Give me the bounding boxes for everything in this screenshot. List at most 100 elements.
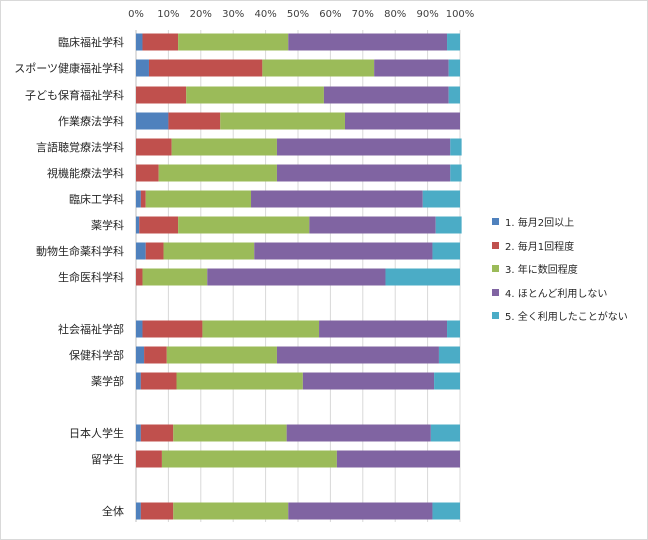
bar-segment	[136, 346, 145, 364]
x-tick-label: 40%	[254, 9, 276, 20]
category-label: 言語聴覚療法学科	[36, 140, 124, 154]
bar-segment	[158, 164, 277, 182]
bar-segment	[435, 216, 462, 234]
bar-segment	[251, 190, 423, 208]
legend-swatch	[492, 265, 499, 272]
bar-segment	[323, 86, 449, 104]
bar-segment	[136, 86, 187, 104]
bar-segment	[136, 502, 141, 520]
x-tick-label: 60%	[319, 9, 341, 20]
bars	[136, 33, 462, 520]
category-label: 薬学部	[91, 374, 124, 388]
bar-segment	[166, 346, 277, 364]
legend-label: 5. 全く利用したことがない	[505, 312, 628, 323]
bar-segment	[136, 216, 140, 234]
legend-swatch	[492, 241, 499, 249]
bar-segment	[144, 346, 167, 364]
bar-segment	[450, 164, 462, 182]
x-tick-label: 100%	[446, 9, 475, 20]
bar-segment	[288, 33, 448, 51]
category-label: 日本人学生	[69, 426, 124, 440]
bar-segment	[336, 450, 460, 468]
bar-segment	[422, 190, 460, 208]
legend-label: 4. ほとんど利用しない	[505, 288, 608, 300]
x-axis-ticks: 0% 10% 20% 30% 40% 50% 60% 70% 80% 90% 100%	[128, 9, 474, 20]
bar-segment	[186, 86, 324, 104]
bar-segment	[145, 190, 252, 208]
bar-segment	[288, 502, 433, 520]
bar-segment	[136, 450, 162, 468]
bar-segment	[136, 372, 141, 390]
bar-segment	[140, 502, 174, 520]
x-tick-label: 10%	[157, 9, 179, 20]
legend-swatch	[492, 218, 499, 225]
legend-swatch	[492, 312, 499, 319]
category-labels: 臨床福祉学科スポーツ健康福祉学科子ども保育福祉学科作業療法学科言語聴覚療法学科視…	[14, 35, 124, 518]
legend-item: 2. 毎月1回程度	[492, 238, 642, 253]
bar-segment	[319, 320, 448, 338]
bar-segment	[163, 242, 255, 260]
bar-segment	[136, 320, 143, 338]
bar-segment	[136, 33, 143, 51]
bar-segment	[173, 502, 289, 520]
bar-segment	[178, 216, 310, 234]
bar-segment	[262, 59, 375, 77]
bar-segment	[220, 112, 345, 130]
bar-segment	[139, 216, 179, 234]
bar-segment	[344, 112, 460, 130]
bar-segment	[142, 33, 179, 51]
bar-segment	[136, 138, 172, 156]
bar-segment	[142, 268, 208, 286]
bar-segment	[438, 346, 460, 364]
category-label: 子ども保育福祉学科	[25, 88, 124, 102]
bar-segment	[168, 112, 221, 130]
bar-segment	[302, 372, 435, 390]
bar-segment	[276, 138, 451, 156]
bar-segment	[447, 320, 460, 338]
bar-segment	[309, 216, 436, 234]
x-tick-label: 90%	[416, 9, 438, 20]
legend-item: 4. ほとんど利用しない	[492, 285, 642, 300]
bar-segment	[276, 164, 451, 182]
bar-segment	[145, 242, 164, 260]
category-label: 動物生命薬科学科	[36, 244, 124, 258]
bar-segment	[136, 190, 141, 208]
bar-segment	[136, 424, 141, 442]
bar-segment	[447, 33, 460, 51]
x-tick-label: 0%	[128, 9, 144, 20]
bar-segment	[140, 424, 174, 442]
bar-segment	[136, 59, 149, 77]
bar-segment	[254, 242, 433, 260]
legend-item: 5. 全く利用したことがない	[492, 308, 642, 323]
legend: 1. 毎月2回以上 2. 毎月1回程度 3. 年に数回程度 4. ほとんど利用しない 5…	[492, 214, 642, 332]
bar-segment	[434, 372, 460, 390]
category-label: 留学生	[91, 452, 124, 466]
category-label: 臨床福祉学科	[58, 35, 124, 49]
bar-segment	[140, 190, 146, 208]
bar-segment	[448, 86, 460, 104]
legend-label: 1. 毎月2回以上	[505, 218, 575, 229]
bar-segment	[173, 424, 287, 442]
x-tick-label: 80%	[384, 9, 406, 20]
bar-segment	[136, 242, 146, 260]
x-tick-label: 20%	[190, 9, 212, 20]
bar-segment	[136, 112, 169, 130]
legend-item: 3. 年に数回程度	[492, 261, 642, 276]
category-label: 作業療法学科	[58, 114, 124, 128]
bar-segment	[430, 424, 460, 442]
bar-segment	[142, 320, 203, 338]
category-label: 保健科学部	[69, 348, 124, 362]
x-tick-label: 70%	[352, 9, 374, 20]
category-label: 臨床工学科	[69, 192, 124, 206]
category-label: 全体	[102, 504, 124, 518]
bar-segment	[448, 59, 460, 77]
bar-segment	[207, 268, 386, 286]
legend-item: 1. 毎月2回以上	[492, 214, 642, 229]
bar-segment	[140, 372, 177, 390]
x-tick-label: 50%	[287, 9, 309, 20]
legend-swatch	[492, 288, 499, 296]
bar-segment	[171, 138, 277, 156]
bar-segment	[176, 372, 303, 390]
bar-segment	[178, 33, 289, 51]
